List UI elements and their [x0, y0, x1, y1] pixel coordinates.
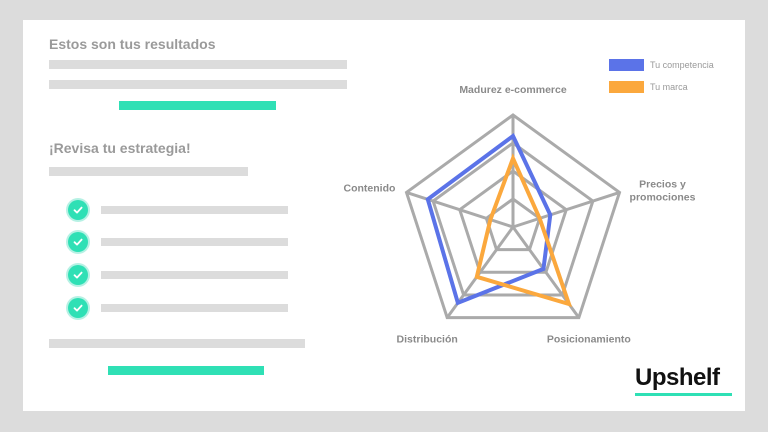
- legend-label: Tu competencia: [650, 60, 714, 70]
- checklist-item-placeholder: [101, 304, 288, 312]
- checklist-item-placeholder: [101, 238, 288, 246]
- radar-grid-spoke: [406, 190, 514, 229]
- radar-axis-label: Distribución: [397, 334, 458, 346]
- check-icon: [68, 265, 88, 285]
- upshelf-logo: Upshelf: [635, 364, 720, 391]
- check-icon: [68, 200, 88, 220]
- legend-swatch: [609, 81, 644, 93]
- radar-grid-ring: [431, 141, 595, 297]
- logo-underline: [635, 393, 732, 396]
- legend-label: Tu marca: [650, 82, 688, 92]
- text-placeholder-line: [49, 80, 347, 89]
- text-placeholder-line: [49, 60, 347, 69]
- radar-grid-ring: [404, 113, 622, 320]
- radar-grid: [404, 113, 622, 320]
- radar-axis-label: Posicionamiento: [547, 334, 631, 346]
- results-title: Estos son tus resultados: [49, 36, 216, 52]
- radar-series-polygon: [474, 153, 573, 308]
- checklist-item-placeholder: [101, 271, 288, 279]
- strategy-title: ¡Revisa tu estrategia!: [49, 140, 191, 156]
- radar-grid-ring: [457, 169, 569, 274]
- radar-axis-labels: Madurez e-commerce Precios y promociones Po…: [344, 84, 696, 346]
- legend-swatch: [609, 59, 644, 71]
- radar-axis-label: Contenido: [344, 182, 396, 194]
- radar-series: [425, 132, 573, 308]
- results-button[interactable]: [119, 101, 276, 110]
- check-icon: [68, 232, 88, 252]
- radar-axis-label: Madurez e-commerce: [459, 84, 567, 96]
- text-placeholder-line: [49, 167, 248, 176]
- radar-grid-spoke: [512, 190, 620, 229]
- strategy-button[interactable]: [108, 366, 264, 375]
- chart-legend: Tu competencia Tu marca: [609, 59, 714, 93]
- radar-axis-label: Precios y promociones: [630, 178, 696, 203]
- text-placeholder-line: [49, 339, 305, 348]
- checklist-item-placeholder: [101, 206, 288, 214]
- check-icon: [68, 298, 88, 318]
